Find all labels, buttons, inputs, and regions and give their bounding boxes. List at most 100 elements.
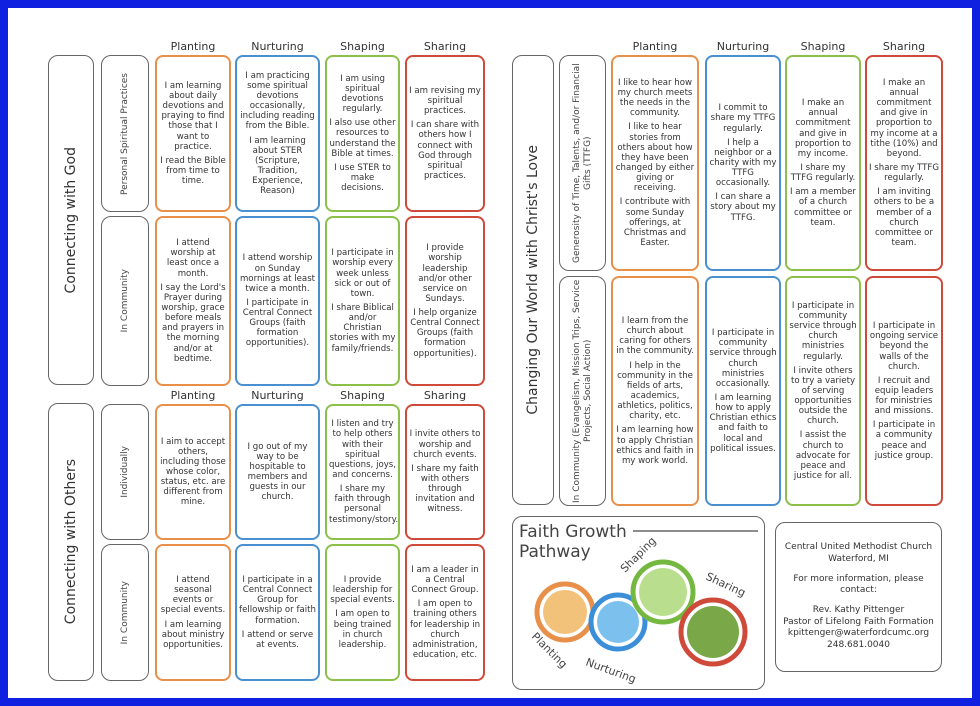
logo-art: Faith Growth Pathway Planting Nurturing … bbox=[519, 522, 758, 686]
column-header: Planting bbox=[170, 40, 216, 53]
card-text: I am open to being trained in church lea… bbox=[333, 609, 392, 650]
stage-card: I am a leader in a Central Connect Group… bbox=[405, 544, 485, 681]
card-text: I contribute with some Sunday offerings,… bbox=[619, 197, 691, 248]
section-title-box: Connecting with God bbox=[48, 55, 94, 385]
stage-card: I participate in a Central Connect Group… bbox=[235, 544, 320, 681]
row-label-box: Individually bbox=[101, 404, 149, 540]
section-title: Connecting with God bbox=[63, 146, 79, 294]
column-header: Shaping bbox=[800, 40, 846, 53]
contact-phone: 248.681.0040 bbox=[827, 640, 890, 651]
card-text: I am practicing some spiritual devotions… bbox=[240, 70, 315, 132]
card-text: I share my TTFG regularly. bbox=[869, 163, 939, 184]
stage-card: I aim to accept others, including those … bbox=[155, 404, 231, 540]
card-text: I attend seasonal events or special even… bbox=[160, 575, 226, 616]
card-text: I aim to accept others, including those … bbox=[160, 436, 226, 508]
stage-card: I participate in ongoing service beyond … bbox=[865, 276, 943, 506]
column-header: Sharing bbox=[423, 40, 467, 53]
church-location: Waterford, MI bbox=[828, 553, 889, 564]
column-header: Sharing bbox=[423, 389, 467, 402]
card-text: I listen and try to help others with the… bbox=[329, 419, 397, 480]
logo-title: Pathway bbox=[519, 542, 591, 562]
stage-label: Nurturing bbox=[584, 656, 638, 686]
card-text: I share Biblical and/or Christian storie… bbox=[329, 303, 396, 354]
row-label: In Community bbox=[119, 580, 130, 645]
stage-card: I participate in worship every week unle… bbox=[325, 216, 400, 386]
column-header: Shaping bbox=[340, 40, 385, 53]
stage-card: I learn from the church about caring for… bbox=[611, 276, 699, 506]
card-text: I participate in worship every week unle… bbox=[331, 248, 394, 299]
card-text: I also use other resources to understand… bbox=[329, 118, 396, 159]
card-text: I read the Bible from time to time. bbox=[160, 155, 226, 187]
card-text: I help organize Central Connect Groups (… bbox=[410, 308, 480, 359]
card-text: I attend or serve at events. bbox=[241, 629, 314, 650]
card-text: I am learning about ministry opportuniti… bbox=[161, 619, 225, 650]
card-text: I participate in a Central Connect Group… bbox=[239, 575, 316, 626]
stage-card: I provide leadership for special events.… bbox=[325, 544, 400, 681]
card-text: I learn from the church about caring for… bbox=[616, 316, 694, 357]
stage-card: I am revising my spiritual practices. I c… bbox=[405, 55, 485, 212]
section-title: Changing Our World with Christ's Love bbox=[525, 145, 541, 415]
card-text: I like to hear stories from others about… bbox=[615, 122, 695, 194]
stage-card: I am learning about daily devotions and … bbox=[155, 55, 231, 212]
contact-role: Pastor of Lifelong Faith Formation bbox=[783, 616, 934, 627]
row-label-box: In Community bbox=[101, 216, 149, 386]
church-name: Central United Methodist Church bbox=[784, 542, 933, 553]
card-text: I use STER to make decisions. bbox=[334, 162, 391, 194]
stage-card: I listen and try to help others with the… bbox=[325, 404, 400, 540]
card-text: I invite others to try a variety of serv… bbox=[790, 365, 856, 427]
card-text: I provide leadership for special events. bbox=[330, 575, 395, 606]
column-header: Planting bbox=[632, 40, 678, 53]
card-text: I am learning about daily devotions and … bbox=[161, 80, 225, 152]
card-text: I make an annual commitment and give in … bbox=[870, 77, 938, 159]
card-text: I am inviting others to be a member of a… bbox=[873, 187, 935, 248]
row-label-box: Personal Spiritual Practices bbox=[101, 55, 149, 212]
column-header: Planting bbox=[170, 389, 216, 402]
card-text: I participate in community service throu… bbox=[709, 328, 777, 389]
stage-card: I make an annual commitment and give in … bbox=[785, 55, 861, 271]
card-text: I am a member of a church committee or t… bbox=[790, 187, 856, 228]
row-label: Personal Spiritual Practices bbox=[119, 72, 130, 195]
stage-card: I like to hear how my church meets the n… bbox=[611, 55, 699, 271]
column-header: Nurturing bbox=[251, 40, 304, 53]
row-label: Generosity of Time, Talents, and/or Fina… bbox=[571, 63, 593, 263]
info-text: For more information, please contact: bbox=[793, 573, 924, 596]
row-label-box: In Community (Evangelism, Mission Trips,… bbox=[559, 276, 606, 506]
card-text: I commit to share my TTFG regularly. bbox=[710, 103, 776, 134]
stage-card: I go out of my way to be hospitable to m… bbox=[235, 404, 320, 540]
logo-box: Faith Growth Pathway Planting Nurturing … bbox=[512, 516, 765, 690]
card-text: I am learning about STER (Scripture, Tra… bbox=[249, 135, 306, 197]
card-text: I provide worship leadership and/or othe… bbox=[418, 243, 472, 304]
card-text: I go out of my way to be hospitable to m… bbox=[247, 441, 308, 503]
stage-card: I attend seasonal events or special even… bbox=[155, 544, 231, 681]
stage-card: I am practicing some spiritual devotions… bbox=[235, 55, 320, 212]
stage-card: I attend worship at least once a month. I… bbox=[155, 216, 231, 386]
card-text: I am open to training others for leaders… bbox=[409, 599, 481, 660]
stage-card: I participate in community service throu… bbox=[785, 276, 861, 506]
card-text: I can share with others how I connect wi… bbox=[410, 120, 480, 181]
section-title-box: Connecting with Others bbox=[48, 403, 94, 681]
card-text: I make an annual commitment and give in … bbox=[794, 98, 852, 159]
section-title: Connecting with Others bbox=[63, 459, 79, 625]
row-label-box: Generosity of Time, Talents, and/or Fina… bbox=[559, 55, 606, 271]
stage-card: I commit to share my TTFG regularly. I he… bbox=[705, 55, 781, 271]
card-text: I am learning how to apply Christian eth… bbox=[616, 425, 694, 466]
contact-email: kpittenger@waterfordcumc.org bbox=[787, 628, 930, 639]
column-header: Nurturing bbox=[716, 40, 770, 53]
stage-label: Sharing bbox=[704, 570, 748, 600]
stage-card: I am using spiritual devotions regularly… bbox=[325, 55, 400, 212]
card-text: I assist the church to advocate for peac… bbox=[793, 430, 853, 482]
card-text: I share my faith with others through inv… bbox=[411, 463, 479, 515]
card-text: I recruit and equip leaders for ministri… bbox=[874, 375, 934, 417]
card-text: I can share a story about my TTFG. bbox=[710, 192, 776, 223]
row-label: In Community (Evangelism, Mission Trips,… bbox=[571, 279, 593, 503]
card-text: I share my faith through personal testim… bbox=[329, 484, 399, 525]
contact-box: Central United Methodist Church Waterfor… bbox=[775, 522, 942, 672]
card-text: I help a neighbor or a charity with my T… bbox=[709, 137, 777, 189]
card-text: I am a leader in a Central Connect Group… bbox=[411, 564, 479, 596]
row-label: Individually bbox=[119, 446, 130, 498]
card-text: I participate in a community peace and j… bbox=[872, 420, 936, 461]
stage-card: I provide worship leadership and/or othe… bbox=[405, 216, 485, 386]
row-label: In Community bbox=[119, 269, 130, 333]
stage-card: I attend worship on Sunday mornings at l… bbox=[235, 216, 320, 386]
